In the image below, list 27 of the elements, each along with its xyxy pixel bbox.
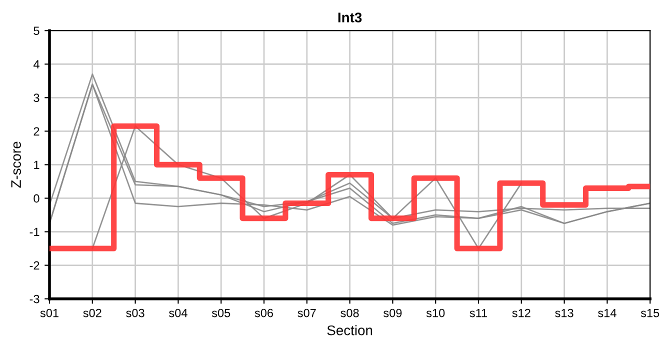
- x-axis-title: Section: [327, 325, 372, 336]
- y-tick-label: -1: [30, 228, 40, 236]
- x-tick-label: s04: [169, 308, 188, 318]
- y-tick-label: -2: [30, 261, 40, 270]
- y-tick-label: 5: [34, 26, 40, 35]
- x-tick-label: s10: [426, 308, 445, 318]
- x-tick-label: s15: [640, 308, 660, 318]
- x-tick-label: s03: [126, 308, 144, 318]
- y-tick-label: 0: [34, 194, 40, 203]
- y-tick-label: -3: [30, 294, 40, 304]
- x-tick-label: s08: [340, 308, 359, 318]
- x-tick-label: s06: [254, 308, 273, 318]
- chart-title: Int3: [338, 12, 362, 22]
- x-tick-label: s09: [384, 308, 402, 318]
- y-tick-label: 3: [34, 94, 40, 102]
- x-tick-label: s02: [83, 308, 102, 318]
- x-tick-label: s01: [40, 308, 58, 318]
- x-tick-label: s11: [470, 308, 488, 318]
- y-tick-label: 2: [34, 127, 40, 136]
- x-tick-label: s14: [598, 308, 616, 318]
- y-tick-label: 1: [34, 160, 40, 169]
- x-tick-label: s07: [298, 308, 316, 318]
- x-tick-label: s12: [512, 308, 530, 318]
- y-tick-label: 4: [33, 60, 40, 68]
- x-tick-label: s13: [555, 308, 574, 318]
- x-tick-label: s05: [212, 308, 230, 318]
- y-axis-title: Z-score: [11, 142, 21, 188]
